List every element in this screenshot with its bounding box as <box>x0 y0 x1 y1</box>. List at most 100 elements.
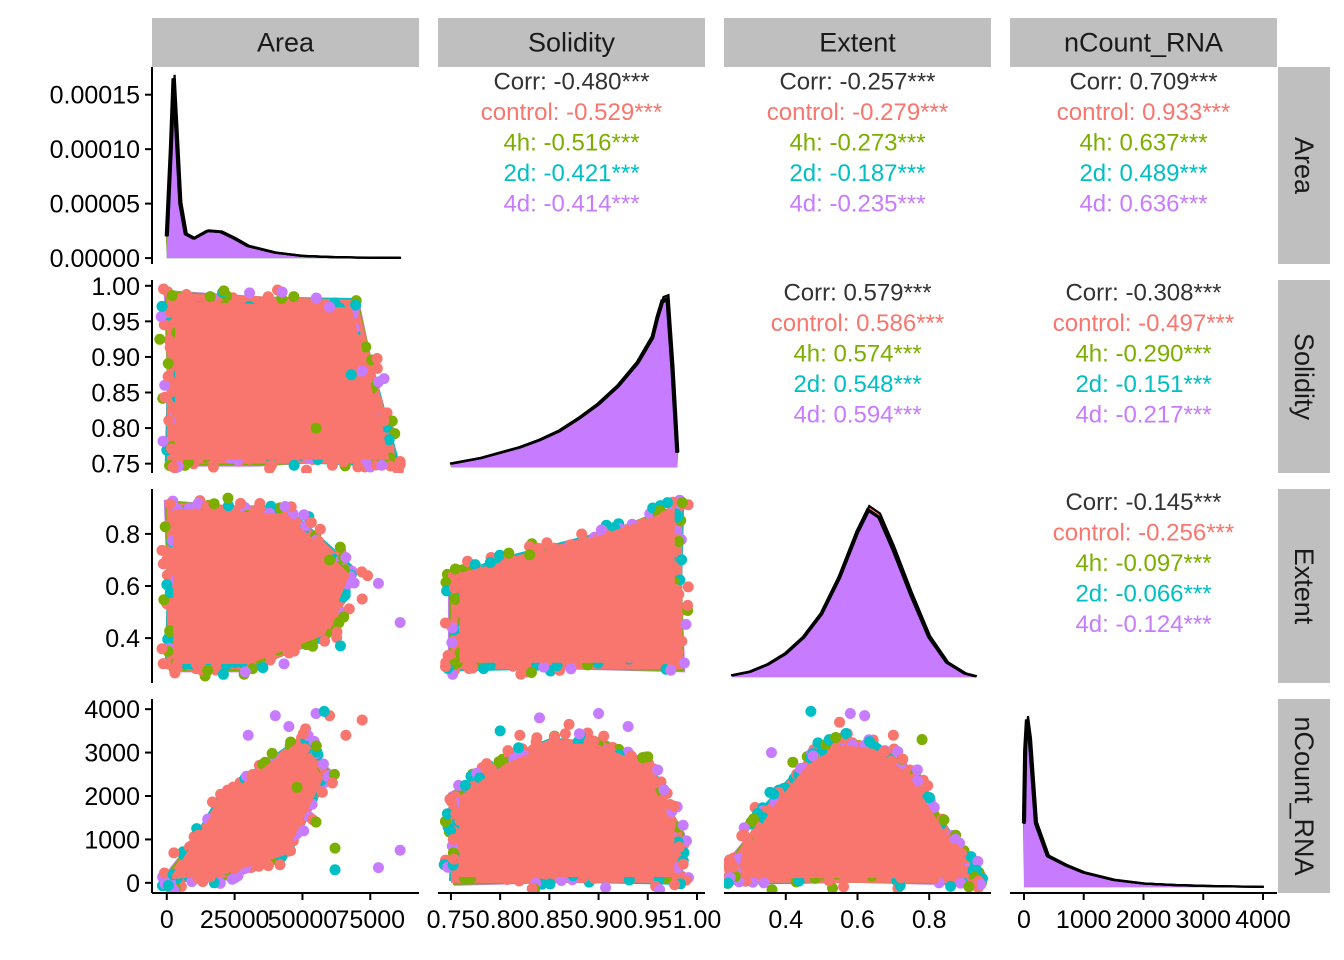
scatter-point <box>485 762 497 774</box>
strip-right-label: Solidity <box>1289 333 1319 421</box>
correlation-label-4h: 4h: -0.516*** <box>503 130 639 157</box>
scatter-point <box>864 736 876 748</box>
scatter-cloud-core <box>172 741 324 880</box>
correlation-label-4h: 4h: -0.290*** <box>1075 341 1211 368</box>
scatter-panel-solidity-area <box>154 283 406 473</box>
scatter-point <box>319 635 331 647</box>
scatter-point <box>449 593 461 605</box>
density-panel-area <box>164 74 402 259</box>
density-area-control <box>166 74 402 259</box>
scatter-point <box>244 287 256 299</box>
correlation-label-overall: Corr: -0.145*** <box>1065 489 1221 516</box>
scatter-outlier-4d <box>622 721 634 733</box>
scatter-point <box>163 414 175 426</box>
scatter-outlier-4d <box>324 301 336 313</box>
scatter-point <box>766 884 778 893</box>
scatter-outlier-2d <box>494 725 506 737</box>
correlation-label-control: control: -0.256*** <box>1053 520 1234 547</box>
scatter-point <box>156 300 168 312</box>
scatter-point <box>469 559 481 571</box>
scatter-outlier-control <box>563 718 575 730</box>
scatter-outlier-2d <box>329 864 341 876</box>
facet-strips: Area Area Solidity Solidity Extent Extent nCou… <box>152 18 1330 893</box>
scatter-point <box>922 791 934 803</box>
scatter-point <box>278 658 290 670</box>
strip-top-label: nCount_RNA <box>1064 28 1223 58</box>
x-tick-label: 0.4 <box>768 906 803 934</box>
scatter-cloud-core <box>175 300 390 460</box>
y-tick-label: 0.80 <box>91 415 140 443</box>
scatter-outlier-4d <box>372 376 384 388</box>
scatter-outlier-2d <box>484 557 496 569</box>
scatter-point <box>326 459 338 471</box>
scatter-point <box>673 588 685 600</box>
scatter-point <box>310 292 322 304</box>
density-line-4d <box>165 78 401 259</box>
scatter-point <box>266 459 278 471</box>
scatter-point <box>439 661 451 673</box>
scatter-point <box>507 660 519 672</box>
scatter-point <box>555 874 567 886</box>
scatter-point <box>738 829 750 841</box>
scatter-point <box>975 879 987 891</box>
scatter-outlier-4h <box>291 781 303 793</box>
x-tick-label: 4000 <box>1235 906 1291 934</box>
scatter-point <box>192 498 204 510</box>
scatter-point <box>164 626 176 638</box>
strip-top-label: Area <box>257 28 315 58</box>
scatter-point <box>288 291 300 303</box>
y-tick-label: 3000 <box>84 740 140 768</box>
strip-right-label: Area <box>1289 137 1319 195</box>
scatter-outlier-4d <box>844 708 856 720</box>
scatter-point <box>167 461 179 473</box>
scatter-point <box>677 858 689 870</box>
scatter-outlier-2d <box>334 640 346 652</box>
scatter-cloud-core <box>459 507 675 663</box>
scatter-point <box>168 847 180 859</box>
scatter-point <box>673 841 685 853</box>
scatter-point <box>478 663 490 675</box>
scatter-point <box>343 603 355 615</box>
y-tick-label: 0.00010 <box>50 136 140 164</box>
scatter-outlier-4d <box>269 710 281 722</box>
scatter-point <box>665 664 677 676</box>
scatter-point <box>972 856 984 868</box>
scatter-point <box>164 498 176 510</box>
scatter-point <box>600 882 612 893</box>
correlation-label-control: control: -0.529*** <box>481 99 662 126</box>
scatter-point <box>166 443 178 455</box>
correlation-label-4h: 4h: 0.574*** <box>793 341 921 368</box>
scatter-point <box>672 646 684 658</box>
scatter-outlier-4d <box>372 862 384 874</box>
scatter-point <box>206 796 218 808</box>
scatter-outlier-4h <box>310 816 322 828</box>
scatter-outlier-control <box>514 729 526 741</box>
scatter-outlier-4h <box>310 422 322 434</box>
scatter-point <box>254 498 266 510</box>
scatter-outlier-2d <box>318 705 330 717</box>
scatter-panel-extent-area <box>156 492 406 682</box>
scatter-outlier-4d <box>593 708 605 720</box>
scatter-outlier-4h <box>324 554 336 566</box>
scatter-point <box>938 814 950 826</box>
scatter-point <box>878 746 890 758</box>
y-tick-label: 0.00005 <box>50 191 140 219</box>
density-line-4d <box>1022 719 1264 888</box>
strip-right-extent <box>1278 489 1330 683</box>
y-tick-label: 0.00015 <box>50 82 140 110</box>
correlation-label-4d: 4d: -0.414*** <box>503 191 639 218</box>
density-line-4h <box>164 78 400 259</box>
strip-right-ncount_rna <box>1278 699 1330 893</box>
density-line-4d <box>450 296 679 465</box>
scatter-point <box>444 793 456 805</box>
y-tick-label: 0.4 <box>105 625 140 653</box>
scatter-point <box>447 833 459 845</box>
scatter-point <box>513 875 525 887</box>
scatter-point <box>559 728 571 740</box>
scatter-point <box>162 880 174 892</box>
scatter-point <box>314 523 326 535</box>
scatter-point <box>945 880 957 892</box>
x-tick-label: 3000 <box>1175 906 1231 934</box>
scatter-point <box>576 528 588 540</box>
scatter-point <box>894 880 906 892</box>
